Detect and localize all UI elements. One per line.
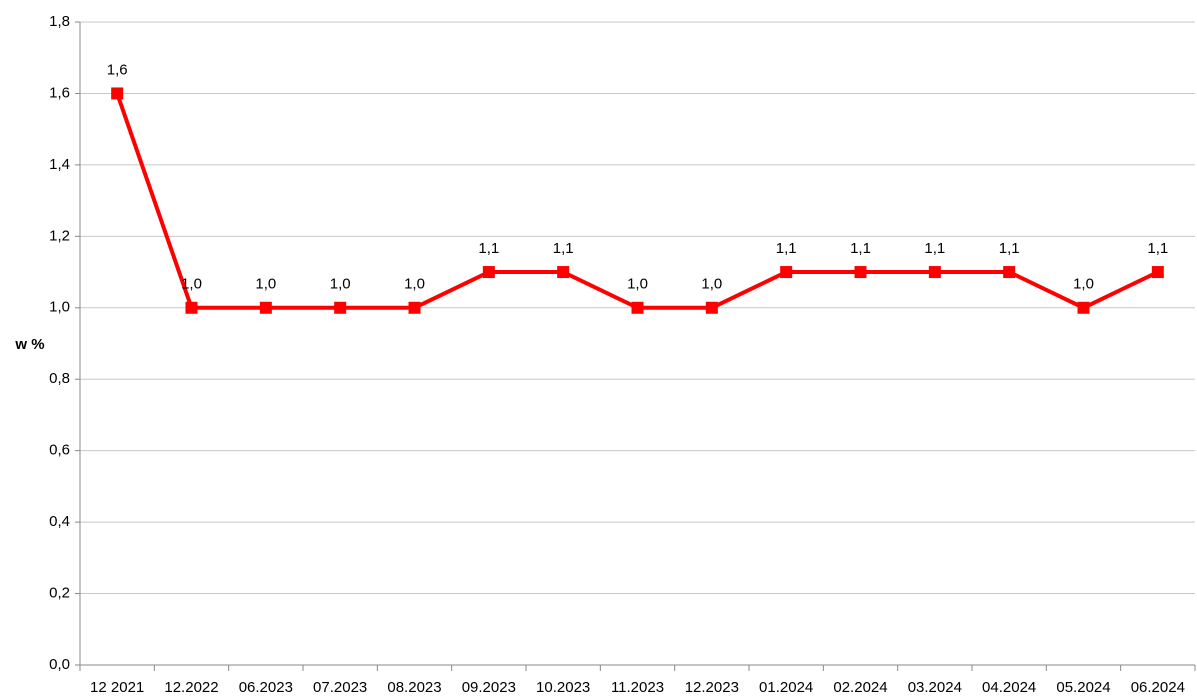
x-tick-label: 06.2023	[239, 679, 293, 696]
marker	[557, 266, 570, 279]
y-tick-label: 0,6	[49, 442, 70, 459]
data-label: 1,0	[330, 276, 351, 293]
x-tick-label: 04.2024	[982, 679, 1036, 696]
data-label: 1,0	[1073, 276, 1094, 293]
x-tick-label: 11.2023	[611, 679, 664, 696]
marker	[1077, 301, 1090, 314]
x-tick-label: 06.2024	[1131, 679, 1185, 696]
data-label: 1,1	[850, 240, 871, 257]
marker	[780, 266, 793, 279]
x-tick-label: 02.2024	[833, 679, 887, 696]
x-tick-label: 03.2024	[908, 679, 962, 696]
marker	[408, 301, 421, 314]
data-label: 1,0	[701, 276, 722, 293]
marker	[111, 87, 124, 100]
marker	[1151, 266, 1164, 279]
data-label: 1,6	[107, 61, 128, 78]
marker	[1003, 266, 1016, 279]
x-tick-label: 08.2023	[387, 679, 441, 696]
x-tick-label: 12.2022	[164, 679, 218, 696]
y-tick-label: 0,2	[49, 585, 70, 602]
y-tick-label: 0,8	[49, 370, 70, 387]
data-label: 1,0	[627, 276, 648, 293]
data-label: 1,0	[255, 276, 276, 293]
data-label: 1,1	[999, 240, 1020, 257]
y-axis-label: w %	[14, 336, 44, 353]
x-tick-label: 01.2024	[759, 679, 813, 696]
data-label: 1,1	[924, 240, 945, 257]
y-tick-label: 1,2	[49, 227, 70, 244]
marker	[185, 301, 198, 314]
y-tick-label: 1,4	[49, 156, 70, 173]
y-tick-label: 1,6	[49, 84, 70, 101]
data-label: 1,0	[181, 276, 202, 293]
x-tick-label: 07.2023	[313, 679, 367, 696]
x-tick-label: 05.2024	[1056, 679, 1110, 696]
data-label: 1,1	[553, 240, 574, 257]
data-label: 1,1	[1147, 240, 1168, 257]
x-tick-label: 12 2021	[90, 679, 144, 696]
marker	[854, 266, 867, 279]
data-label: 1,0	[404, 276, 425, 293]
y-tick-label: 0,4	[49, 513, 70, 530]
y-tick-label: 1,0	[49, 299, 70, 316]
x-tick-label: 12.2023	[685, 679, 739, 696]
marker	[705, 301, 718, 314]
x-tick-label: 10.2023	[536, 679, 590, 696]
y-tick-label: 1,8	[49, 13, 70, 30]
data-label: 1,1	[478, 240, 499, 257]
marker	[259, 301, 272, 314]
data-label: 1,1	[776, 240, 797, 257]
y-tick-label: 0,0	[49, 656, 70, 673]
marker	[928, 266, 941, 279]
x-tick-label: 09.2023	[462, 679, 516, 696]
marker	[631, 301, 644, 314]
marker	[482, 266, 495, 279]
marker	[334, 301, 347, 314]
